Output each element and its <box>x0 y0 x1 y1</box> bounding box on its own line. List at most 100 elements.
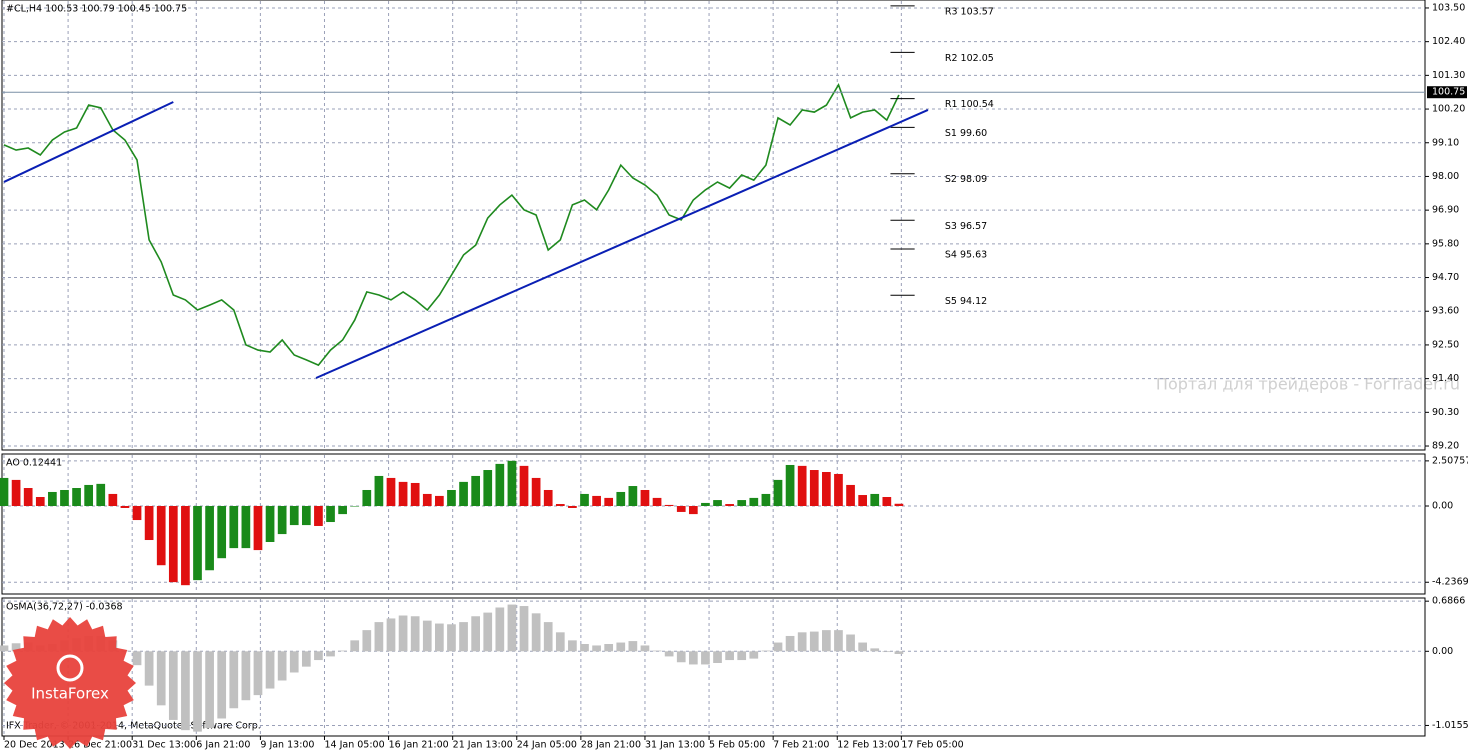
trendline <box>3 101 174 183</box>
y-tick-label: -4.23692 <box>1432 577 1468 588</box>
bar <box>882 651 892 653</box>
bar <box>314 651 323 661</box>
bar <box>749 651 759 659</box>
bar <box>809 470 819 507</box>
bar <box>60 489 69 507</box>
bar <box>592 495 601 507</box>
bar <box>737 500 747 507</box>
bar <box>785 635 795 652</box>
bar <box>459 481 468 507</box>
x-tick-label: 6 Jan 21:00 <box>196 740 250 751</box>
bar <box>773 479 783 507</box>
x-tick-label: 20 Dec 2013 <box>4 740 65 751</box>
bar <box>761 493 771 507</box>
bar <box>181 506 190 586</box>
bar <box>616 642 626 652</box>
y-tick-label: 102.40 <box>1432 36 1465 47</box>
y-tick-label: 90.30 <box>1432 407 1459 418</box>
bar <box>664 504 674 507</box>
bar <box>737 651 747 661</box>
y-tick-label: 0.00 <box>1432 646 1453 657</box>
bar <box>580 493 589 507</box>
bar <box>398 615 408 652</box>
x-tick-label: 26 Dec 21:00 <box>68 740 132 751</box>
x-tick-label: 12 Feb 13:00 <box>837 740 899 751</box>
bar <box>23 488 33 507</box>
bar <box>229 506 239 549</box>
y-tick-label: 89.20 <box>1432 441 1459 452</box>
bar <box>592 645 601 652</box>
y-tick-label: 100.20 <box>1432 104 1465 115</box>
bar <box>374 622 384 652</box>
bar <box>834 473 843 507</box>
y-tick-label: 99.10 <box>1432 137 1459 148</box>
bar <box>797 465 807 507</box>
current-price-label: 100.75 <box>1432 87 1465 98</box>
bar <box>241 651 251 701</box>
bar <box>543 489 553 507</box>
price-line <box>3 83 900 367</box>
x-tick-label: 5 Feb 05:00 <box>709 740 765 751</box>
bar <box>507 604 517 652</box>
logo-icon <box>56 654 84 682</box>
bar <box>870 648 880 652</box>
watermark: Портал для трейдеров - ForTrader.ru <box>1156 375 1460 394</box>
bar <box>48 491 57 507</box>
panel-title: #CL,H4 100.53 100.79 100.45 100.75 <box>6 4 187 15</box>
bar <box>265 506 275 542</box>
bar <box>108 493 118 507</box>
bar <box>289 506 299 526</box>
bar <box>652 497 662 507</box>
bar <box>144 506 154 541</box>
x-tick-label: 31 Jan 13:00 <box>645 740 705 751</box>
bar <box>846 484 855 507</box>
bar <box>519 465 529 507</box>
bar <box>144 651 154 686</box>
bar <box>193 506 202 581</box>
bar <box>168 651 178 720</box>
panel-frame <box>1 0 1426 451</box>
bar <box>435 495 444 507</box>
bar <box>265 651 275 689</box>
bar <box>181 651 190 731</box>
pivot-label: R3 103.57 <box>945 6 994 17</box>
x-tick-label: 9 Jan 13:00 <box>260 740 314 751</box>
bar <box>483 612 493 652</box>
bar <box>410 482 420 507</box>
bar <box>338 506 347 515</box>
bar <box>132 506 142 521</box>
bar <box>326 506 335 523</box>
bar <box>362 489 372 507</box>
bar <box>217 651 227 719</box>
bar <box>156 506 166 566</box>
pivot-label: S5 94.12 <box>945 296 987 307</box>
bar <box>822 471 831 507</box>
bar <box>894 503 904 507</box>
bar <box>374 475 384 507</box>
bar <box>652 650 662 652</box>
logo-badge <box>4 617 136 749</box>
bar <box>580 644 589 652</box>
bar <box>289 651 299 673</box>
y-tick-label: 101.30 <box>1432 70 1465 81</box>
bar <box>205 651 214 728</box>
bar <box>35 497 45 507</box>
bar <box>193 651 202 732</box>
bar <box>785 464 795 507</box>
bar <box>435 623 444 652</box>
bar <box>205 506 214 571</box>
x-tick-label: 7 Feb 21:00 <box>773 740 829 751</box>
x-tick-label: 31 Dec 13:00 <box>132 740 196 751</box>
bar <box>301 651 311 667</box>
bar <box>350 506 360 507</box>
y-tick-label: 91.40 <box>1432 373 1459 384</box>
x-tick-label: 28 Jan 21:00 <box>581 740 641 751</box>
bar <box>422 620 432 652</box>
bar <box>701 502 710 507</box>
bar <box>84 484 94 507</box>
bar <box>616 491 626 507</box>
bar <box>11 479 21 507</box>
bar <box>688 506 698 515</box>
bar <box>543 622 553 652</box>
